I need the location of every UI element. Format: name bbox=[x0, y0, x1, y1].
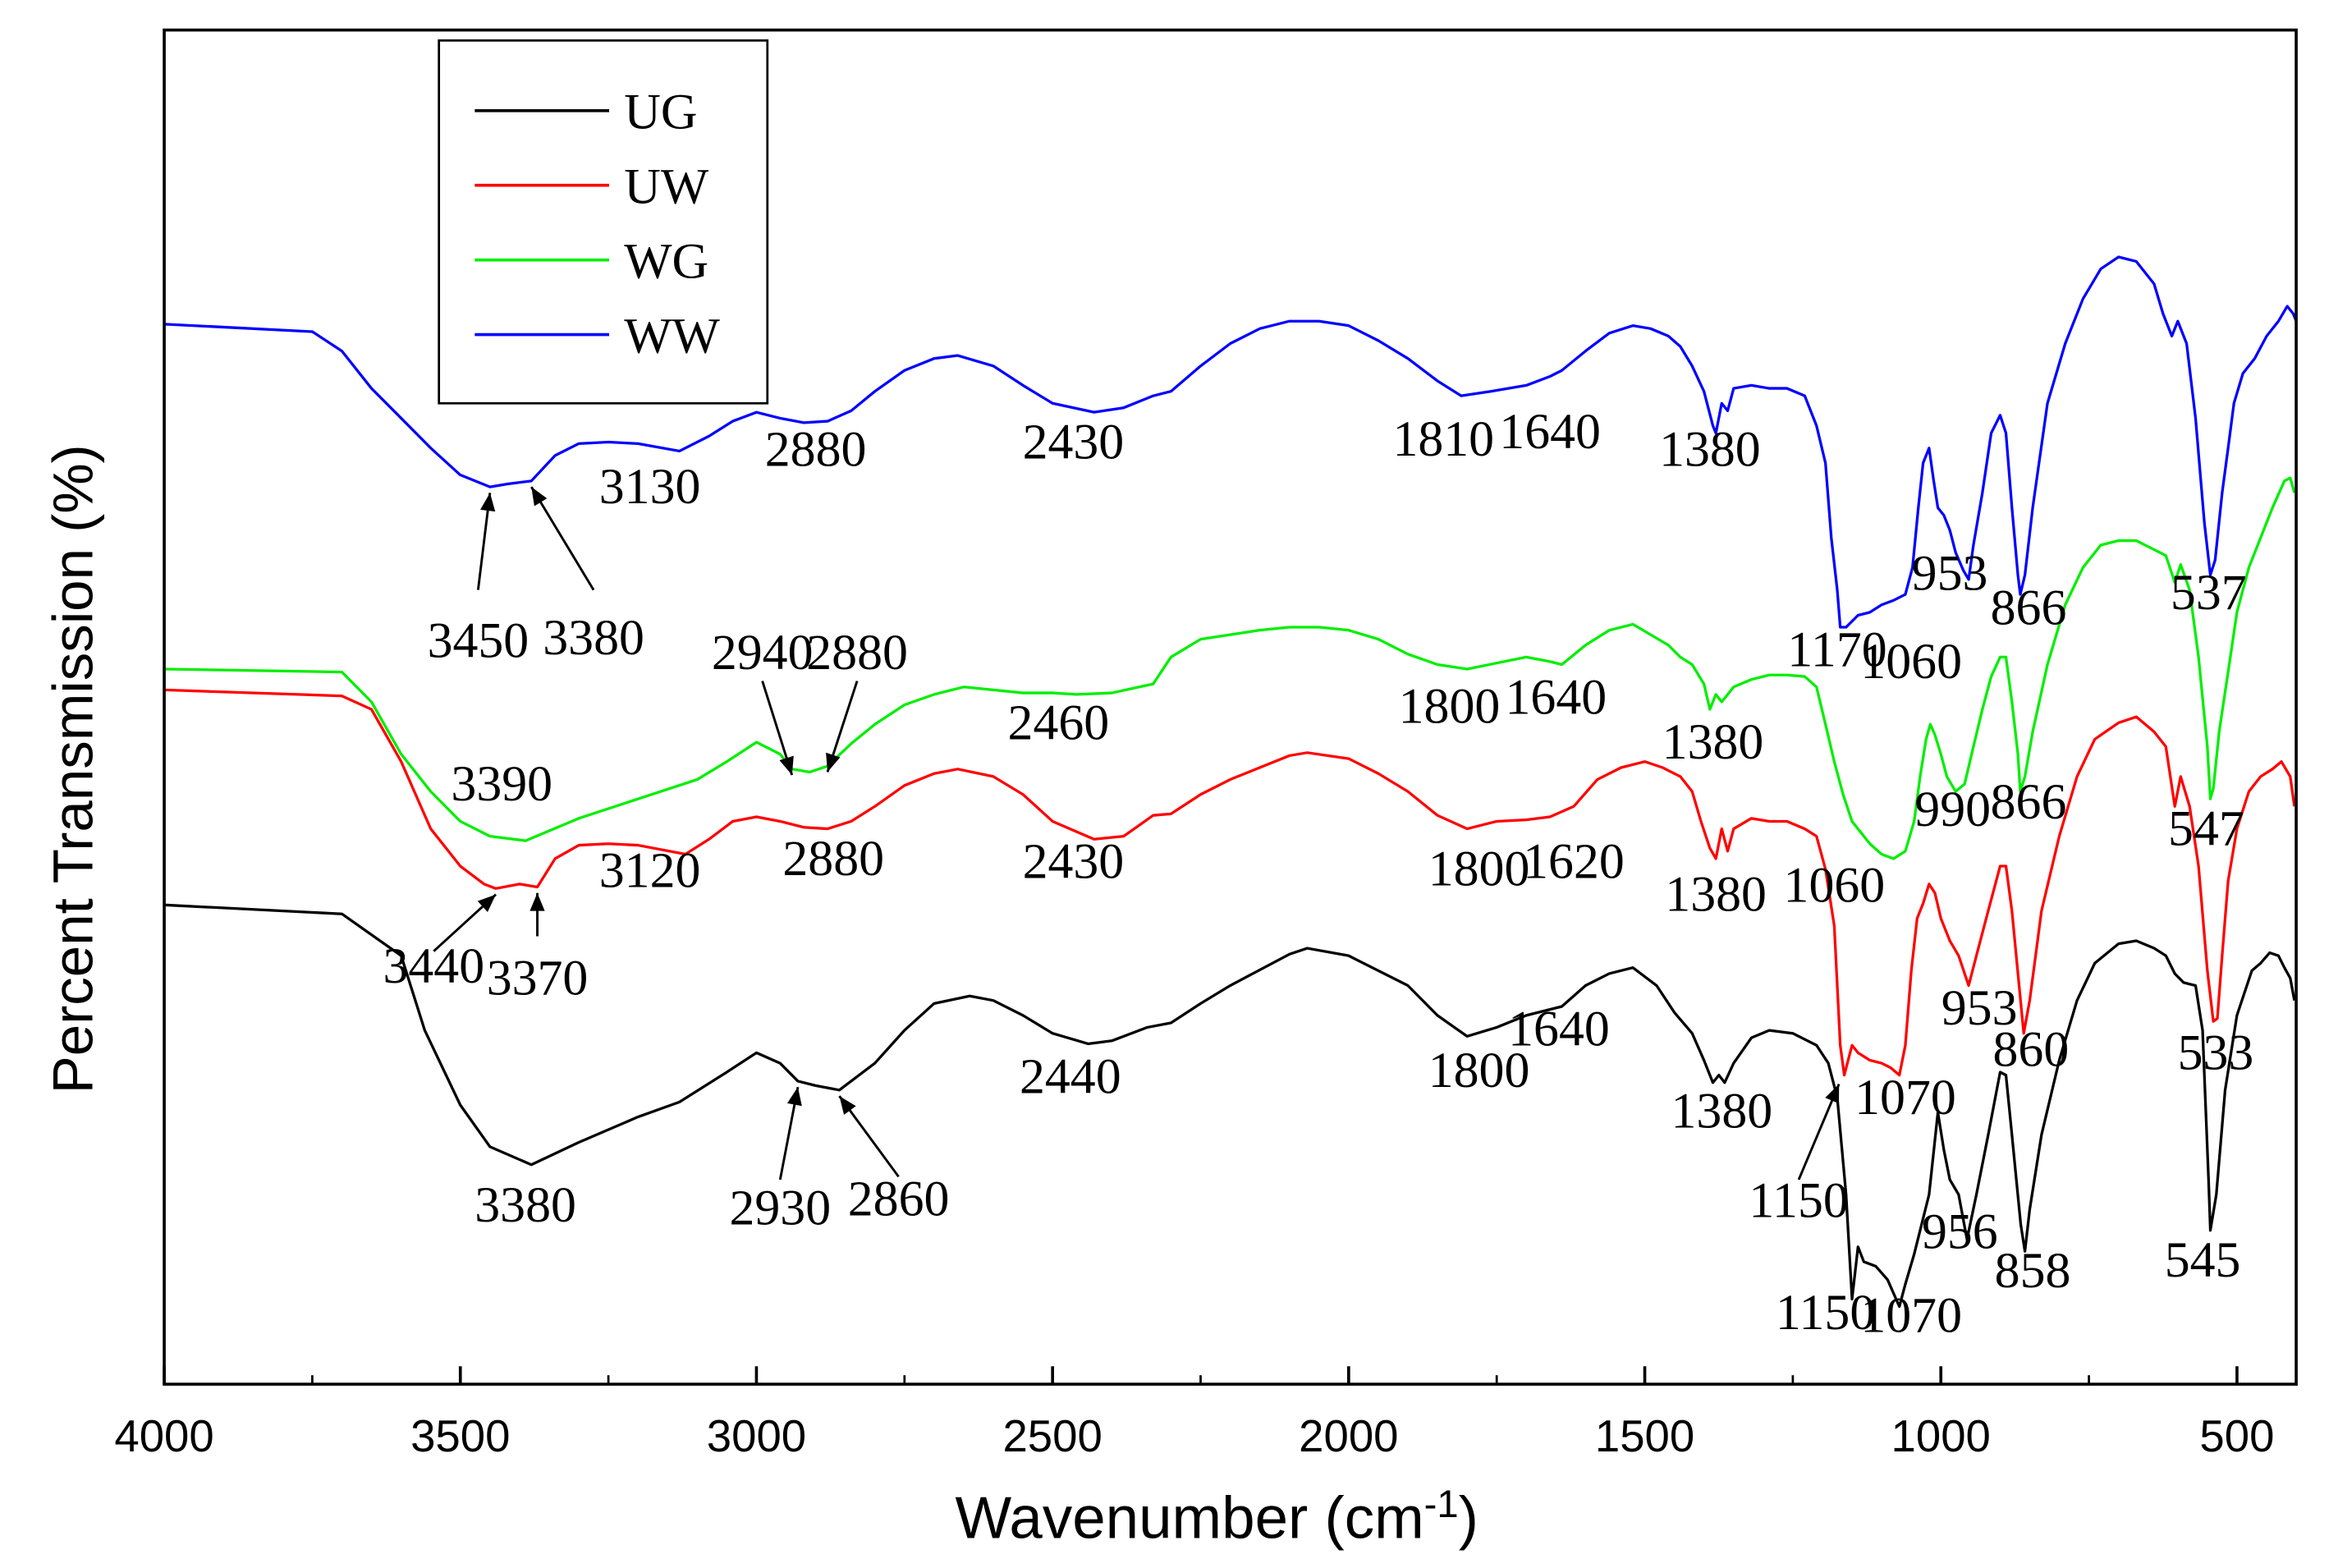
peak-label: 1800 bbox=[1428, 841, 1530, 897]
peak-label: 3130 bbox=[599, 459, 701, 515]
series-line-uw bbox=[163, 688, 2296, 1077]
x-tick-label: 3500 bbox=[410, 1411, 510, 1461]
peak-label: 3450 bbox=[428, 612, 529, 668]
peak-label: 3390 bbox=[451, 756, 552, 812]
peak-label: 2940 bbox=[712, 625, 814, 681]
peak-label: 1060 bbox=[1860, 634, 1962, 690]
peak-label: 2860 bbox=[848, 1171, 950, 1227]
peak-label: 1800 bbox=[1399, 678, 1501, 734]
peak-label: 956 bbox=[1922, 1204, 1998, 1260]
x-axis: 4000 3500 3000 2500 2000 1500 1000 500 bbox=[114, 1366, 2274, 1461]
series-line-wg bbox=[164, 476, 2296, 860]
peak-label: 1380 bbox=[1665, 867, 1767, 923]
peak-label: 2430 bbox=[1023, 415, 1125, 470]
peak-arrow-head bbox=[786, 1087, 802, 1107]
peak-label: 1800 bbox=[1428, 1043, 1530, 1098]
peak-label: 1640 bbox=[1506, 670, 1607, 726]
x-axis-label-superscript: -1 bbox=[1424, 1483, 1459, 1526]
series-layer bbox=[163, 255, 2298, 1309]
legend-label-uw: UW bbox=[624, 159, 709, 215]
x-tick-label: 3000 bbox=[707, 1411, 806, 1461]
peak-arrow-head bbox=[826, 752, 841, 773]
peak-arrow-head bbox=[1825, 1084, 1840, 1104]
peak-arrow-head bbox=[779, 755, 794, 776]
peak-label: 1380 bbox=[1659, 422, 1761, 478]
legend-items: UG UW WG WW bbox=[474, 85, 721, 364]
peak-arrow-head bbox=[531, 487, 548, 507]
peak-label: 2460 bbox=[1008, 695, 1110, 750]
peak-label: 953 bbox=[1912, 546, 1988, 602]
series-line-ug bbox=[163, 903, 2296, 1309]
peak-label: 547 bbox=[2168, 801, 2244, 857]
peak-label: 1640 bbox=[1499, 404, 1601, 460]
x-tick-label: 500 bbox=[2199, 1411, 2274, 1461]
peak-label: 537 bbox=[2171, 565, 2247, 621]
peak-label: 3370 bbox=[487, 950, 589, 1006]
peak-arrow-head bbox=[839, 1096, 856, 1116]
peak-label: 990 bbox=[1914, 782, 1991, 837]
peak-label: 858 bbox=[1995, 1243, 2071, 1299]
peak-label: 3380 bbox=[474, 1177, 576, 1233]
peak-label: 2930 bbox=[729, 1181, 831, 1236]
peak-label: 866 bbox=[1991, 774, 2067, 830]
peak-label: 2430 bbox=[1023, 834, 1125, 890]
series-line-ww bbox=[163, 255, 2298, 629]
legend-label-wg: WG bbox=[624, 233, 708, 289]
peak-label: 866 bbox=[1991, 580, 2067, 635]
peak-label: 860 bbox=[1993, 1022, 2070, 1078]
peak-label: 1620 bbox=[1523, 834, 1625, 890]
peak-label: 2880 bbox=[806, 625, 908, 681]
peak-label: 1380 bbox=[1671, 1083, 1772, 1139]
peak-label: 1070 bbox=[1860, 1287, 1962, 1343]
x-tick-label: 2000 bbox=[1299, 1411, 1398, 1461]
peak-label: 545 bbox=[2165, 1232, 2241, 1288]
peak-label: 1150 bbox=[1749, 1172, 1848, 1228]
peak-label: 1810 bbox=[1392, 411, 1494, 467]
peak-arrow-head bbox=[529, 892, 545, 911]
peak-label: 3120 bbox=[599, 842, 701, 898]
plot-frame bbox=[163, 28, 2298, 1386]
peak-label: 1070 bbox=[1854, 1070, 1956, 1126]
x-tick-label: 1000 bbox=[1891, 1411, 1991, 1461]
peak-label: 1640 bbox=[1508, 1001, 1610, 1057]
legend-box bbox=[438, 39, 769, 405]
x-tick-label: 2500 bbox=[1002, 1411, 1102, 1461]
peak-label: 1060 bbox=[1784, 858, 1886, 914]
y-axis-label: Percent Transmission (%) bbox=[41, 444, 105, 1093]
peak-label: 2880 bbox=[765, 422, 867, 478]
x-tick-label: 4000 bbox=[114, 1411, 213, 1461]
peak-arrow-line bbox=[530, 486, 595, 591]
x-tick-label: 1500 bbox=[1595, 1411, 1694, 1461]
peak-label: 1150 bbox=[1776, 1285, 1875, 1341]
peak-label: 533 bbox=[2178, 1025, 2254, 1080]
peak-label: 3380 bbox=[543, 610, 644, 666]
peak-label: 1170 bbox=[1787, 621, 1886, 677]
legend: UG UW WG WW bbox=[438, 39, 769, 405]
peak-label: 953 bbox=[1941, 980, 2018, 1036]
peak-arrow-head bbox=[480, 493, 496, 512]
legend-label-ug: UG bbox=[624, 85, 697, 140]
peak-label: 3440 bbox=[383, 938, 484, 994]
peak-arrow-head bbox=[477, 894, 496, 913]
peak-label: 2440 bbox=[1020, 1048, 1121, 1104]
legend-label-ww: WW bbox=[624, 308, 720, 364]
x-axis-label: Wavenumber (cm-1) bbox=[955, 1483, 1478, 1551]
peak-label: 2880 bbox=[782, 831, 884, 887]
peak-label: 1380 bbox=[1662, 714, 1764, 770]
